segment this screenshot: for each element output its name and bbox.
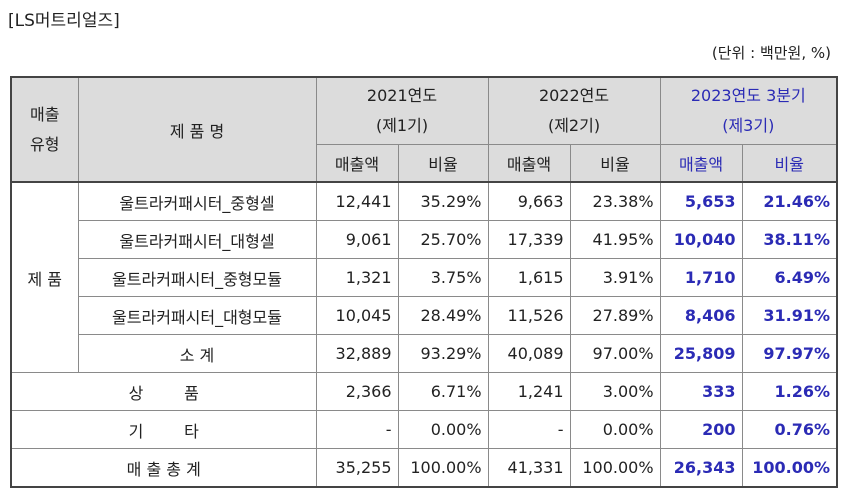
cell-value: 17,339 [487,220,571,259]
cell-value: 2,366 [315,372,399,411]
cell-value: 3.00% [569,372,661,411]
table-row: 제 품 울트라커패시터_중형셀 12,441 35.29% 9,663 23.3… [10,181,839,373]
cell-value: 200 [659,410,743,449]
header-product: 제 품 명 [77,76,317,183]
cell-value: 6.49% [741,258,839,297]
header-ratio-2021: 비율 [397,144,489,183]
cell-value: 1,710 [659,258,743,297]
cell-value: 11,526 [487,296,571,335]
header-type-line1: 매출 [30,104,60,124]
cell-value: 26,343 [659,448,743,488]
cell-value: 5,653 [659,181,743,221]
cell-value: 1.26% [741,372,839,411]
header-year-2021: 2021연도 (제1기) [315,76,489,145]
cell-value: 35.29% [397,181,489,221]
cell-value: 100.00% [741,448,839,488]
cell-value: 35,255 [315,448,399,488]
header-year-2023: 2023연도 3분기 (제3기) [659,76,839,145]
header-year-2022: 2022연도 (제2기) [487,76,661,145]
cell-value: 1,615 [487,258,571,297]
table-row-other: 기 타 - 0.00% - 0.00% 200 0.76% [10,410,839,449]
cell-value: 25.70% [397,220,489,259]
header-ratio-2023: 비율 [741,144,839,183]
cell-value: - [315,410,399,449]
cell-value: 21.46% [741,181,839,221]
header-type-line2: 유형 [30,134,60,154]
cell-value: 12,441 [315,181,399,221]
company-title: [LS머트리얼즈] [8,11,120,31]
cell-value: 0.00% [569,410,661,449]
table-row-total: 매 출 총 계 35,255 100.00% 41,331 100.00% 26… [10,448,839,488]
cell-value: 38.11% [741,220,839,259]
header-sales-2023: 매출액 [659,144,743,183]
header-sales-2021: 매출액 [315,144,399,183]
other-label: 기 타 [10,410,317,449]
product-name: 울트라커패시터_대형셀 [77,220,317,259]
cell-value: 25,809 [659,334,743,373]
cell-value: 0.00% [397,410,489,449]
table-row: 울트라커패시터_대형모듈 10,045 28.49% 11,526 27.89%… [11,296,839,335]
cell-value: 97.00% [569,334,661,373]
cell-value: 9,663 [487,181,571,221]
header-sales-2022: 매출액 [487,144,571,183]
cell-value: 6.71% [397,372,489,411]
cell-value: 10,045 [315,296,399,335]
cell-value: 8,406 [659,296,743,335]
goods-label: 상 품 [10,372,317,411]
cell-value: 27.89% [569,296,661,335]
product-name: 울트라커패시터_대형모듈 [77,296,317,335]
table-row-subtotal: 소 계 32,889 93.29% 40,089 97.00% 25,809 9… [11,334,839,373]
unit-label: (단위 : 백만원, %) [711,44,831,62]
table-row: 울트라커패시터_대형셀 9,061 25.70% 17,339 41.95% 1… [11,220,839,259]
cell-value: - [487,410,571,449]
product-name: 울트라커패시터_중형셀 [77,181,317,221]
cell-value: 9,061 [315,220,399,259]
total-label: 매 출 총 계 [10,448,317,488]
cell-value: 93.29% [397,334,489,373]
cell-value: 40,089 [487,334,571,373]
cell-value: 100.00% [569,448,661,488]
cell-value: 0.76% [741,410,839,449]
cell-value: 97.97% [741,334,839,373]
cell-value: 31.91% [741,296,839,335]
cell-value: 10,040 [659,220,743,259]
group-product: 제 품 [10,181,79,373]
cell-value: 41,331 [487,448,571,488]
subtotal-label: 소 계 [77,334,317,373]
cell-value: 23.38% [569,181,661,221]
cell-value: 32,889 [315,334,399,373]
header-ratio-2022: 비율 [569,144,661,183]
table-row-goods: 상 품 2,366 6.71% 1,241 3.00% 333 1.26% [10,372,839,411]
cell-value: 1,321 [315,258,399,297]
product-name: 울트라커패시터_중형모듈 [77,258,317,297]
cell-value: 100.00% [397,448,489,488]
cell-value: 333 [659,372,743,411]
cell-value: 1,241 [487,372,571,411]
cell-value: 3.75% [397,258,489,297]
cell-value: 41.95% [569,220,661,259]
cell-value: 28.49% [397,296,489,335]
cell-value: 3.91% [569,258,661,297]
table-row: 울트라커패시터_중형모듈 1,321 3.75% 1,615 3.91% 1,7… [11,258,839,297]
